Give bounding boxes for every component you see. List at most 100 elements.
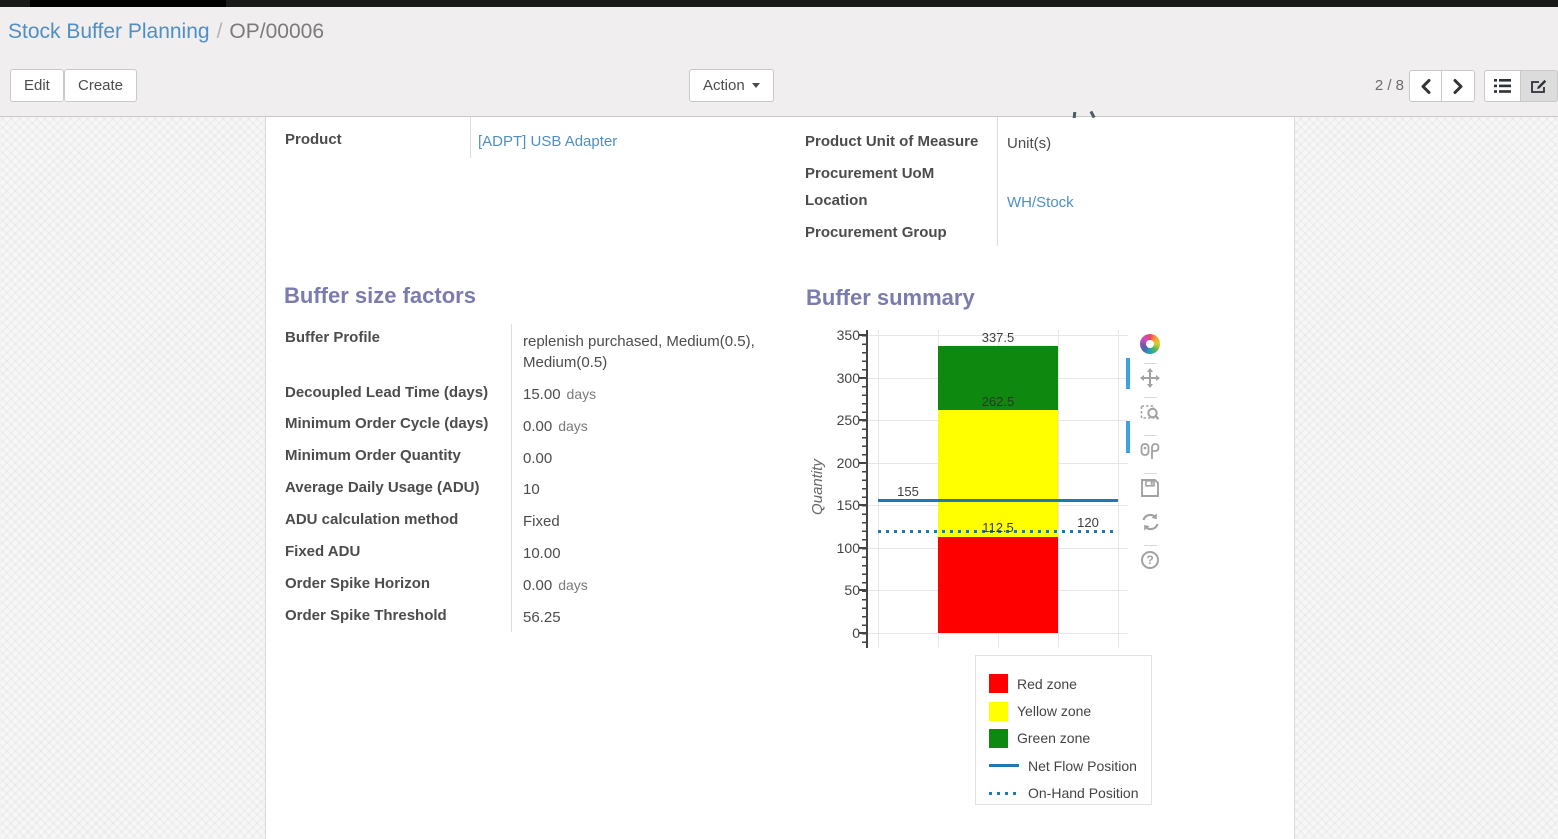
- average-daily-usage-value: 10: [523, 481, 540, 498]
- product-field-value-link[interactable]: [ADPT] USB Adapter: [478, 133, 618, 150]
- green-zone-bar: [938, 346, 1058, 410]
- pan-glyph: [1140, 368, 1160, 388]
- action-label: Action: [703, 77, 745, 94]
- y-tick-label: 100: [836, 540, 860, 556]
- save-icon[interactable]: [1139, 477, 1161, 499]
- refresh-icon[interactable]: [1139, 511, 1161, 533]
- plotly-logo-icon[interactable]: [1139, 333, 1161, 355]
- compare-hover-icon[interactable]: [1139, 439, 1161, 461]
- factors-column-separator: [511, 324, 512, 632]
- caret-down-icon: [751, 83, 760, 88]
- y-axis-major-tick: [859, 462, 866, 464]
- red-top-annotation: 112.5: [982, 520, 1014, 535]
- modebar-separator: [1144, 545, 1157, 546]
- buffer-summary-title: Buffer summary: [806, 285, 975, 310]
- on-hand-position-line: [878, 530, 1118, 533]
- field-column-separator: [470, 117, 471, 158]
- average-daily-usage-label: Average Daily Usage (ADU): [285, 479, 480, 496]
- value-suffix: days: [558, 577, 588, 593]
- chevron-right-icon: [1453, 78, 1463, 94]
- edit-button[interactable]: Edit: [10, 69, 64, 102]
- buffer-profile-value-link[interactable]: replenish purchased, Medium(0.5), Medium…: [523, 333, 755, 371]
- y-tick-label: 300: [836, 370, 860, 386]
- action-dropdown-button[interactable]: Action: [689, 69, 774, 102]
- modebar-separator: [1144, 363, 1157, 364]
- gridline: [1118, 330, 1119, 648]
- breadcrumb-current: OP/00006: [229, 20, 324, 43]
- legend-label: Green zone: [1017, 730, 1091, 747]
- minimum-order-cycle-value: 0.00 days: [523, 418, 588, 435]
- legend-item-on-hand-position[interactable]: On-Hand Position: [976, 780, 1151, 807]
- buffer-profile-label: Buffer Profile: [285, 329, 381, 346]
- y-tick-label: 200: [836, 455, 860, 471]
- compare-hover-glyph: [1140, 443, 1160, 459]
- y-axis-minor-ticks: [862, 335, 866, 646]
- net-flow-position-line: [878, 499, 1118, 502]
- net-flow-annotation: 155: [897, 484, 919, 499]
- solid-line-swatch-icon: [989, 764, 1019, 768]
- legend-item-red-zone[interactable]: Red zone: [976, 670, 1151, 697]
- gridline: [878, 330, 879, 648]
- value-number: 0.00: [523, 577, 553, 594]
- y-tick-label: 0: [852, 625, 860, 641]
- legend-item-net-flow-position[interactable]: Net Flow Position: [976, 752, 1151, 779]
- on-hand-annotation: 120: [1077, 515, 1099, 530]
- product-field-label: Product: [285, 131, 342, 148]
- legend-label: Net Flow Position: [1028, 757, 1137, 774]
- minimum-order-cycle-label: Minimum Order Cycle (days): [285, 415, 489, 432]
- y-axis-major-tick: [859, 589, 866, 591]
- procurement-uom-field-label: Procurement UoM: [805, 165, 935, 182]
- pager-previous-button[interactable]: [1409, 70, 1442, 102]
- fixed-adu-label: Fixed ADU: [285, 543, 361, 560]
- yellow-top-annotation: 262.5: [981, 394, 1015, 409]
- y-axis-major-tick: [859, 547, 866, 549]
- order-spike-threshold-label: Order Spike Threshold: [285, 607, 447, 624]
- breadcrumb-separator: /: [216, 20, 223, 43]
- y-axis-major-tick: [859, 419, 866, 421]
- minimum-order-quantity-label: Minimum Order Quantity: [285, 447, 461, 464]
- order-spike-horizon-value: 0.00 days: [523, 577, 588, 594]
- order-spike-threshold-value: 56.25: [523, 609, 561, 626]
- y-tick-label: 50: [844, 582, 860, 598]
- list-view-button[interactable]: [1484, 70, 1521, 102]
- create-button[interactable]: Create: [64, 69, 138, 102]
- floppy-disk-glyph: [1141, 479, 1159, 497]
- pan-icon[interactable]: [1139, 367, 1161, 389]
- red-swatch-icon: [989, 674, 1008, 694]
- pager-nav-group: [1409, 70, 1475, 102]
- form-view-button[interactable]: [1521, 70, 1558, 102]
- y-axis-major-tick: [859, 334, 866, 336]
- legend-item-yellow-zone[interactable]: Yellow zone: [976, 697, 1151, 724]
- value-number: 15.00: [523, 386, 561, 403]
- pager-counter: 2 / 8: [1374, 77, 1404, 94]
- buffer-summary-chart: Quantity 350 300 250 200 150 100 50 0: [809, 327, 1170, 660]
- breadcrumb: Stock Buffer Planning / OP/00006: [8, 20, 324, 44]
- y-axis-major-tick: [859, 632, 866, 634]
- adu-calculation-method-value-link[interactable]: Fixed: [523, 513, 560, 530]
- question-mark-glyph: ?: [1141, 551, 1159, 569]
- blue-accent-bar: [1126, 358, 1130, 389]
- browser-tab-remnant: [30, 0, 226, 9]
- blue-accent-bar: [1126, 421, 1130, 453]
- chevron-left-icon: [1421, 78, 1430, 94]
- browser-top-bar: [0, 0, 1558, 7]
- yellow-swatch-icon: [989, 701, 1008, 721]
- legend-item-green-zone[interactable]: Green zone: [976, 725, 1151, 752]
- procurement-group-field-label: Procurement Group: [805, 224, 947, 241]
- modebar-separator: [1144, 397, 1157, 398]
- value-suffix: days: [566, 386, 597, 402]
- buffer-size-factors-title: Buffer size factors: [284, 283, 476, 308]
- plotly-logo-glyph: [1140, 334, 1160, 354]
- breadcrumb-parent-link[interactable]: Stock Buffer Planning: [8, 20, 210, 43]
- legend-label: On-Hand Position: [1028, 785, 1139, 802]
- value-number: 0.00: [523, 418, 553, 435]
- location-field-value-link[interactable]: WH/Stock: [1007, 194, 1074, 211]
- modebar-separator: [1144, 435, 1157, 436]
- product-uom-field-value: Unit(s): [1007, 135, 1052, 152]
- pager-next-button[interactable]: [1442, 70, 1475, 102]
- green-top-annotation: 337.5: [981, 330, 1015, 345]
- zoom-box-icon[interactable]: [1139, 401, 1161, 423]
- y-axis-major-tick: [859, 504, 866, 506]
- help-icon[interactable]: ?: [1139, 549, 1161, 571]
